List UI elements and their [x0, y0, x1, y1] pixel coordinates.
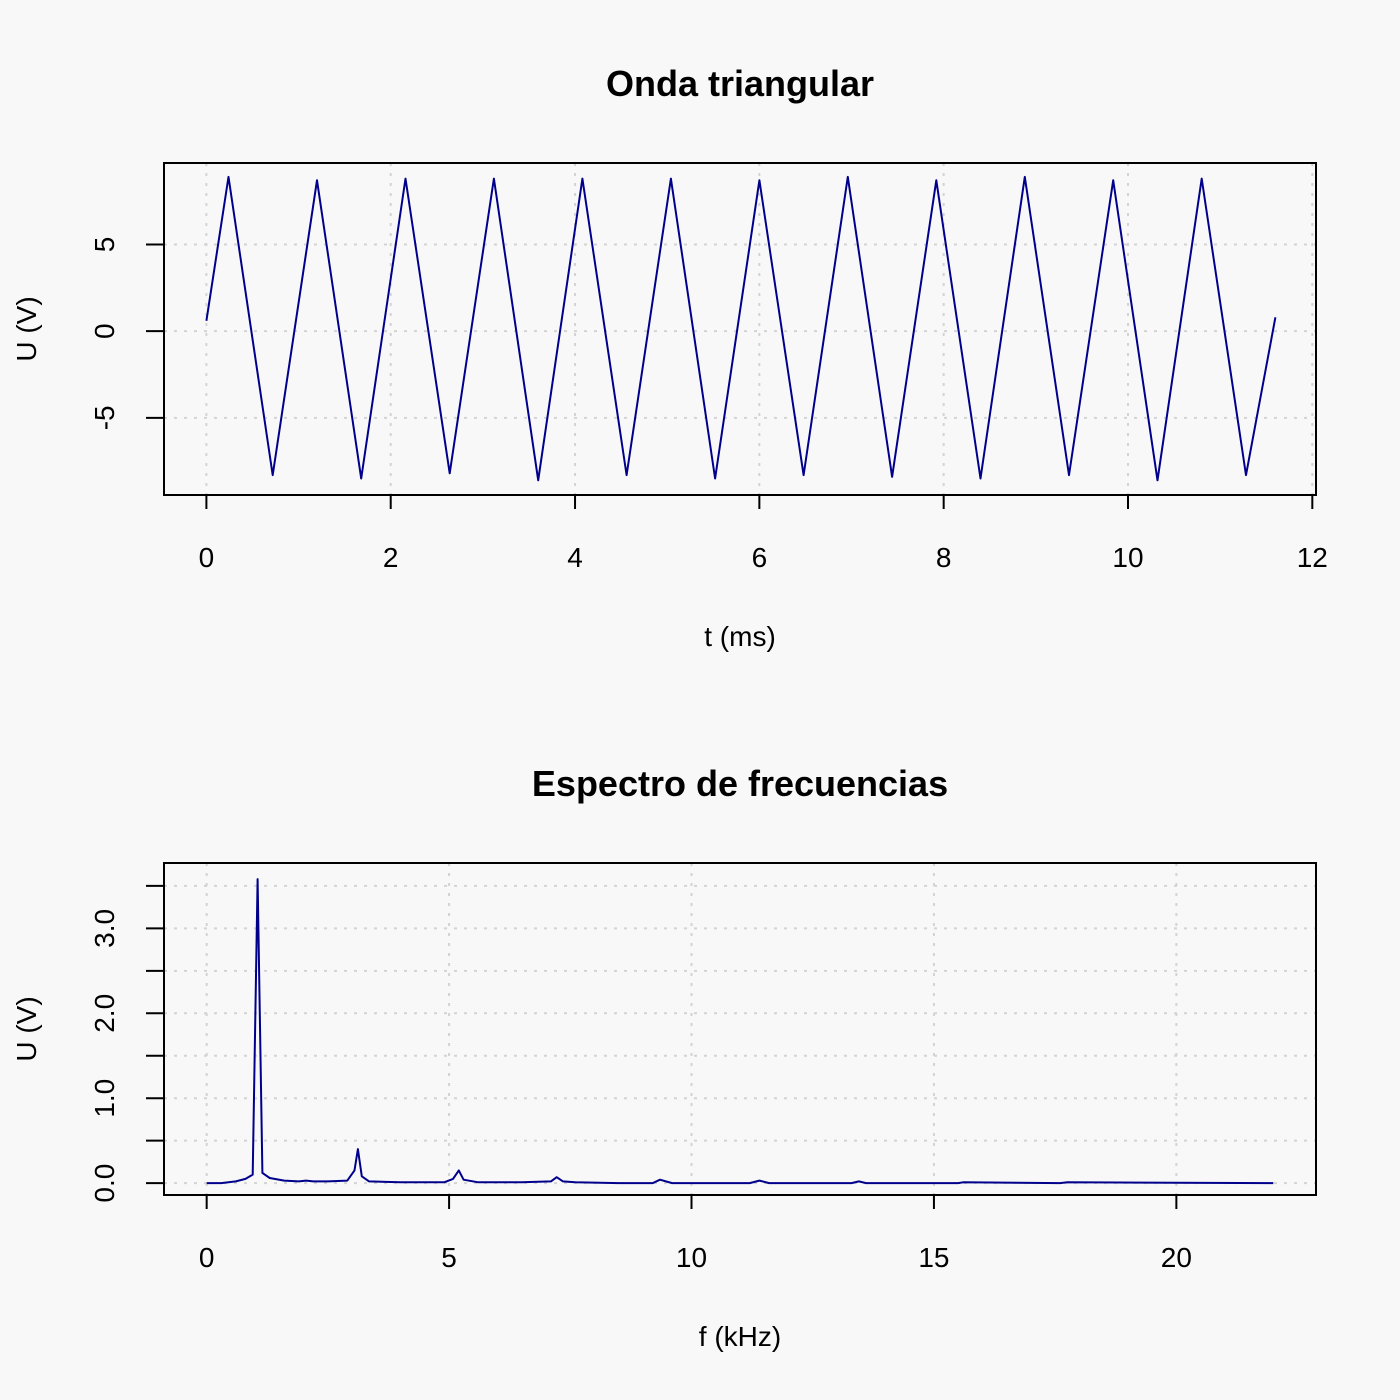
y-tick-label: 3.0: [89, 909, 120, 948]
spectrum-line: [206, 878, 1274, 1185]
y-tick-label: 2.0: [89, 994, 120, 1033]
y-axis-label: U (V): [11, 296, 42, 361]
triangle-wave-panel: Onda triangular 0 2 4 6 8 10 12 -5 0 5 t (ms) U (…: [11, 63, 1328, 652]
x-tick-label: 0: [199, 542, 215, 573]
x-axis-label: f (kHz): [699, 1321, 781, 1352]
y-tick-label: 0.0: [89, 1164, 120, 1203]
y-tick-label: 5: [89, 237, 120, 253]
signal-line: [205, 175, 1277, 482]
x-tick-label: 6: [752, 542, 768, 573]
axis-ticks: 0 2 4 6 8 10 12 -5 0 5: [89, 237, 1328, 573]
grid: [164, 163, 1316, 495]
x-tick-label: 10: [676, 1242, 707, 1273]
y-tick-label: -5: [89, 405, 120, 430]
y-tick-label: 1.0: [89, 1079, 120, 1118]
x-tick-label: 15: [918, 1242, 949, 1273]
x-tick-label: 2: [383, 542, 399, 573]
y-tick-label: 0: [89, 323, 120, 339]
x-axis-label: t (ms): [704, 621, 776, 652]
x-tick-label: 4: [567, 542, 583, 573]
x-tick-label: 20: [1161, 1242, 1192, 1273]
x-tick-label: 10: [1112, 542, 1143, 573]
x-tick-label: 0: [199, 1242, 215, 1273]
frequency-spectrum-panel: Espectro de frecuencias 0 5 10 15 20 0.0 1.0 2.…: [11, 763, 1317, 1352]
chart-title: Espectro de frecuencias: [532, 763, 948, 804]
plot-frame: [163, 162, 1317, 496]
x-tick-label: 5: [441, 1242, 457, 1273]
axis-ticks: 0 5 10 15 20 0.0 1.0 2.0 3.0: [89, 884, 1192, 1273]
y-axis-label: U (V): [11, 996, 42, 1061]
plot-frame: [163, 862, 1317, 1196]
x-tick-label: 8: [936, 542, 952, 573]
chart-title: Onda triangular: [606, 63, 874, 104]
x-tick-label: 12: [1297, 542, 1328, 573]
